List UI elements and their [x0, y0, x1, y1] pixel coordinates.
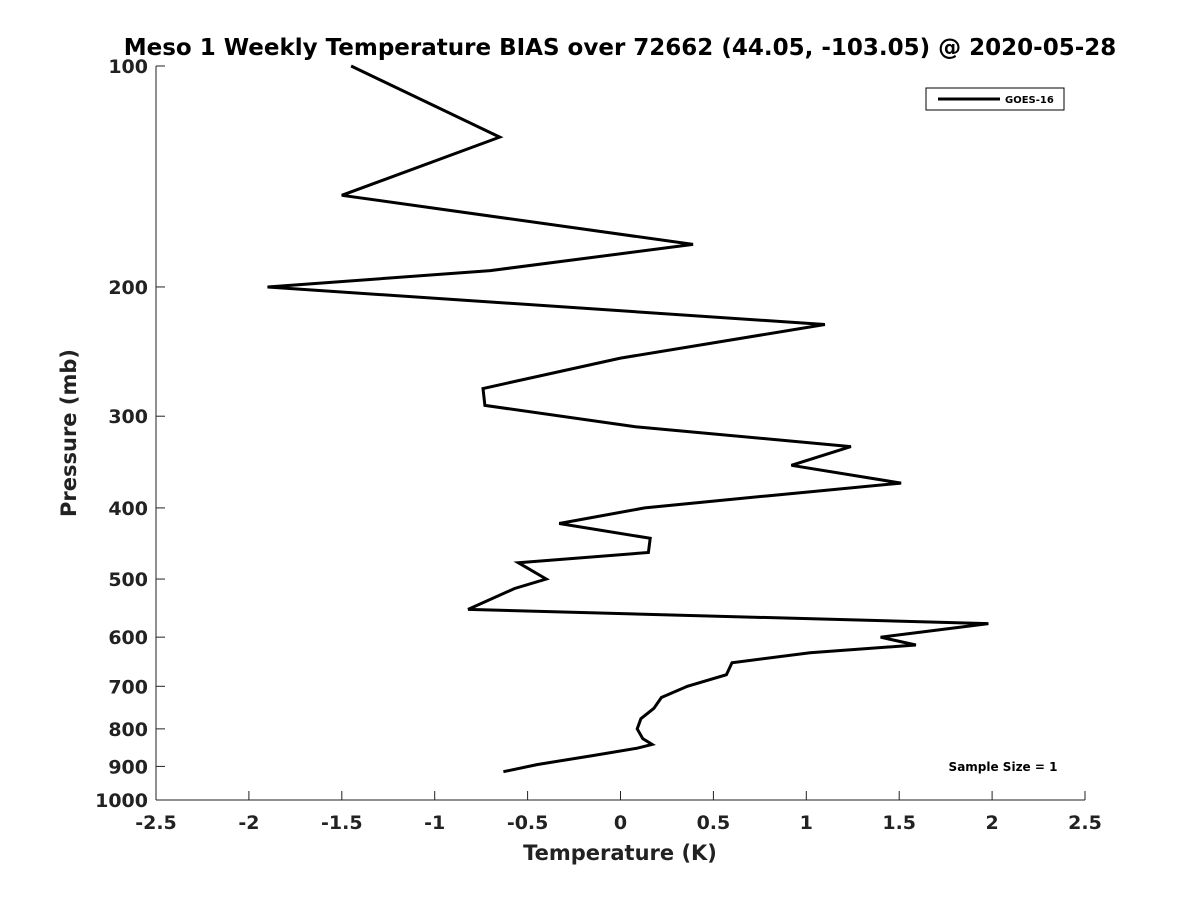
y-tick-label: 300 — [108, 406, 148, 428]
x-axis-ticks: -2.5 -2 -1.5 -1 -0.5 0 0.5 1 1.5 2 2.5 — [135, 791, 1102, 834]
x-tick-label: 1.5 — [882, 812, 916, 834]
y-tick-label: 600 — [108, 627, 148, 649]
series-group — [267, 64, 989, 774]
y-tick-label: 200 — [108, 277, 148, 299]
x-tick-label: -2.5 — [135, 812, 177, 834]
x-tick-label: 2 — [985, 812, 998, 834]
x-tick-label: -1 — [424, 812, 445, 834]
y-tick-label: 400 — [108, 498, 148, 520]
chart-title: Meso 1 Weekly Temperature BIAS over 7266… — [124, 35, 1117, 61]
y-tick-label: 700 — [108, 676, 148, 698]
y-tick-label: 100 — [108, 56, 148, 78]
plot-area — [155, 66, 1085, 801]
x-tick-label: 0 — [614, 812, 627, 834]
y-axis-label: Pressure (mb) — [57, 349, 81, 517]
x-tick-label: 0.5 — [697, 812, 731, 834]
y-tick-label: 800 — [108, 719, 148, 741]
x-tick-label: -0.5 — [507, 812, 549, 834]
x-tick-label: 2.5 — [1068, 812, 1102, 834]
sample-size-annotation: Sample Size = 1 — [949, 760, 1058, 774]
legend-label-goes-16: GOES-16 — [1005, 95, 1054, 106]
x-tick-label: -1.5 — [321, 812, 363, 834]
y-tick-label: 500 — [108, 569, 148, 591]
y-axis-ticks: 100 200 300 400 500 600 700 800 900 1000 — [95, 56, 165, 812]
x-tick-label: 1 — [800, 812, 813, 834]
y-tick-label: 900 — [108, 756, 148, 778]
y-tick-label: 1000 — [95, 790, 148, 812]
series-line-goes-16 — [267, 64, 989, 774]
x-axis-label: Temperature (K) — [523, 841, 717, 865]
legend: GOES-16 — [925, 87, 1065, 111]
x-tick-label: -2 — [238, 812, 259, 834]
